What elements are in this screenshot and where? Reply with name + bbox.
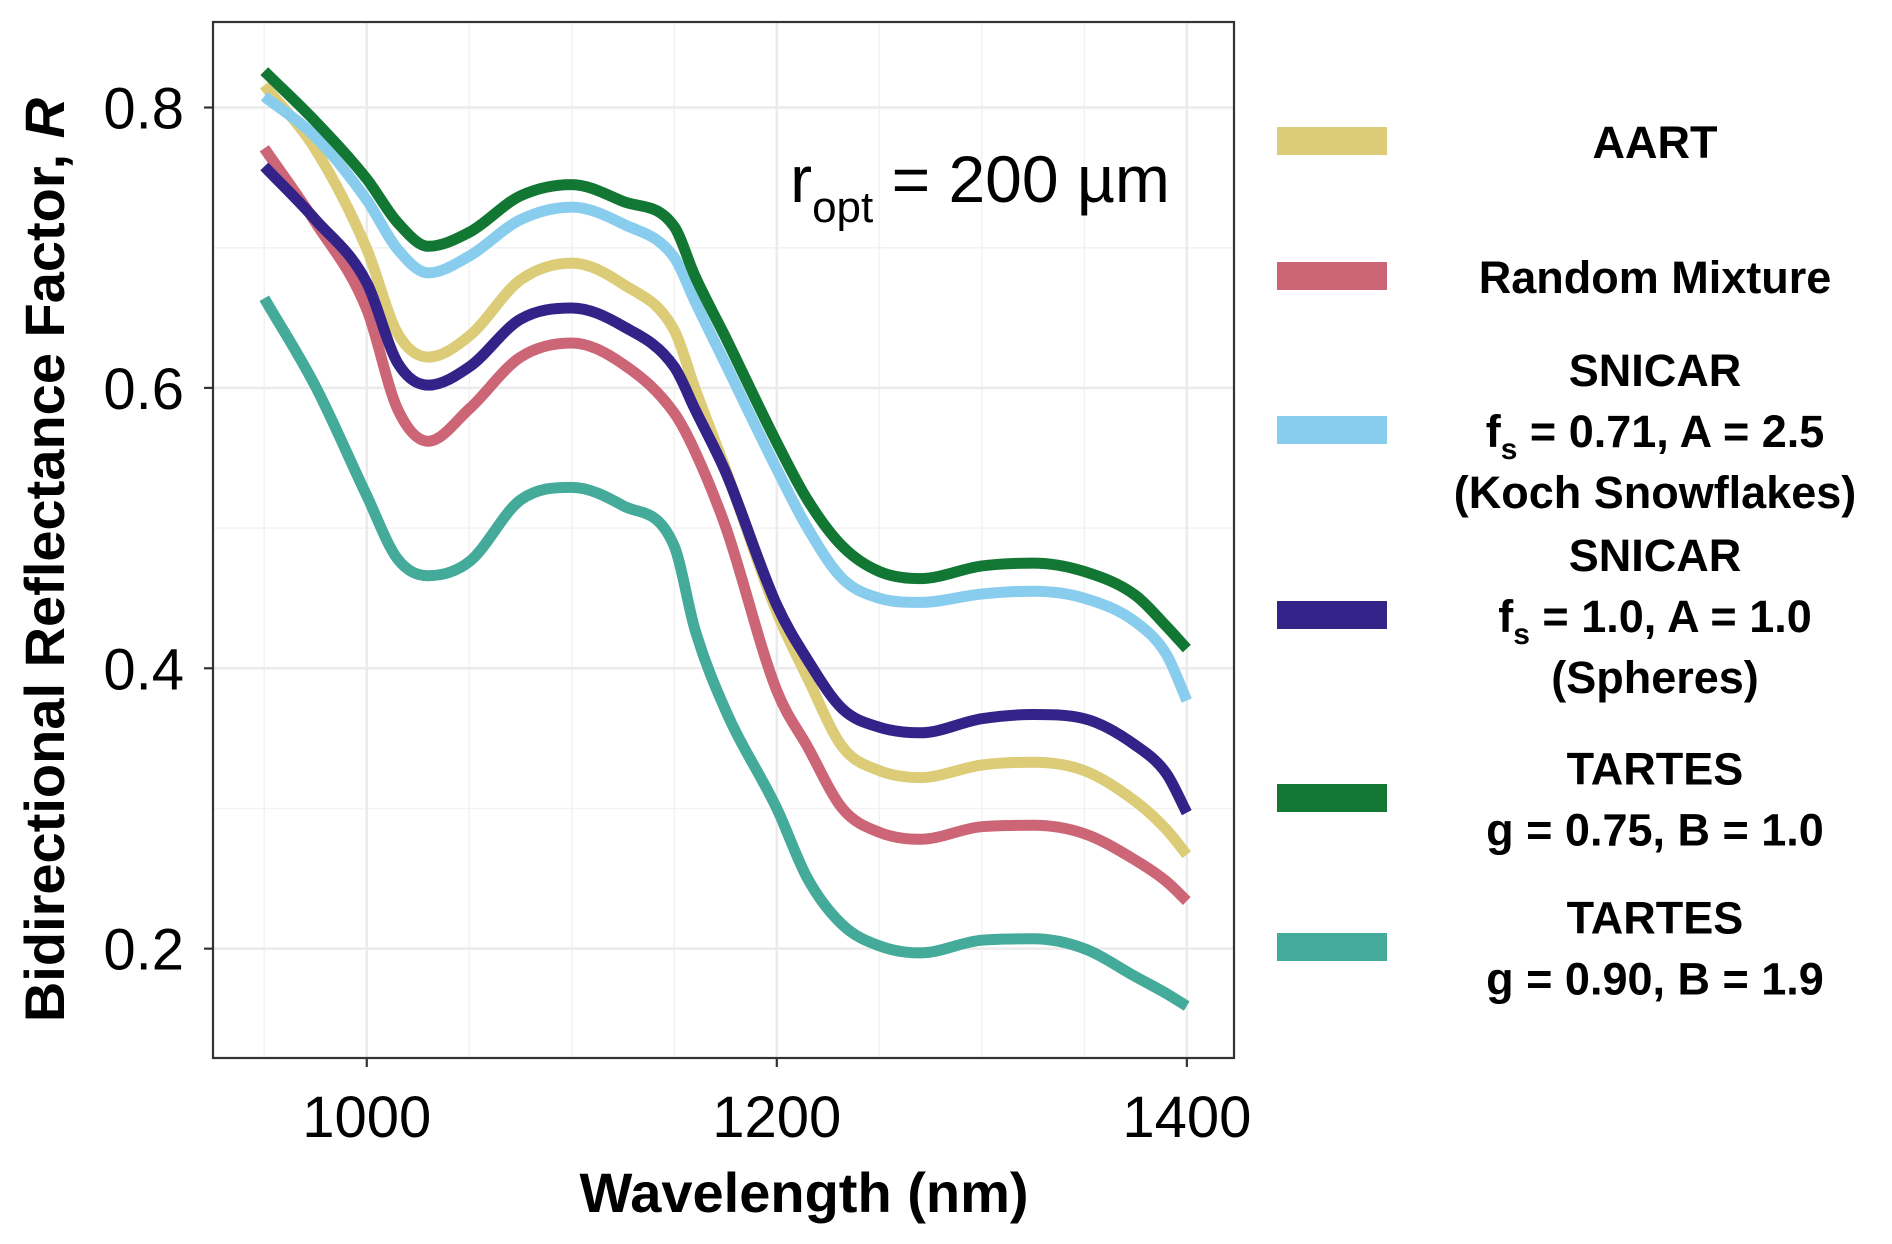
legend-key	[1277, 262, 1387, 290]
legend-label-text: (Spheres)	[1551, 652, 1759, 703]
y-axis-title-symbol: R	[13, 97, 76, 138]
legend-label-text: AART	[1593, 117, 1718, 168]
legend-label-rest: = 0.71, A = 2.5	[1517, 406, 1824, 457]
series-line-tartes-g-0-75-b-1-0	[260, 67, 1191, 653]
legend-key	[1277, 933, 1387, 961]
x-tick-label: 1200	[712, 1085, 841, 1150]
legend-label-line: (Koch Snowflakes)	[1454, 467, 1857, 518]
legend-label-line: SNICAR	[1569, 530, 1742, 581]
legend-label-line: (Spheres)	[1551, 652, 1759, 703]
x-axis-title: Wavelength (nm)	[579, 1161, 1028, 1224]
legend-label-subscript: s	[1501, 433, 1518, 466]
legend-label-line: fs = 1.0, A = 1.0	[1498, 591, 1812, 651]
legend-item-aart: AART	[1277, 117, 1717, 168]
y-axis-ticks: 0.2 0.4 0.6 0.8	[103, 77, 213, 983]
legend-key	[1277, 784, 1387, 812]
legend-label-line: g = 0.75, B = 1.0	[1486, 805, 1824, 856]
y-tick-label: 0.8	[103, 77, 184, 142]
legend-label-line: SNICAR	[1569, 345, 1742, 396]
legend-label-line: g = 0.90, B = 1.9	[1486, 954, 1824, 1005]
y-tick-label: 0.4	[103, 637, 184, 702]
series-line-tartes-g-0-90-b-1-9	[259, 295, 1190, 1011]
legend-label-subscript: s	[1513, 618, 1530, 651]
legend-item-tartes-g-0-75-b-1-0: TARTES g = 0.75, B = 1.0	[1277, 744, 1824, 856]
legend-label-line: Random Mixture	[1479, 252, 1832, 303]
x-tick-label: 1400	[1122, 1085, 1251, 1150]
ropt-annotation-subscript: opt	[812, 183, 873, 232]
legend-item-random-mixture: Random Mixture	[1277, 252, 1831, 303]
y-axis-title-text: Bidirectional Reflectance Factor,	[13, 138, 76, 1022]
annotation-group: ropt = 200 µm	[790, 142, 1170, 232]
legend-label-text: Random Mixture	[1479, 252, 1832, 303]
ropt-annotation-main: r	[790, 142, 812, 216]
ropt-annotation: ropt = 200 µm	[790, 142, 1170, 232]
legend-label-line: TARTES	[1567, 744, 1744, 795]
ropt-annotation-rest: = 200 µm	[873, 142, 1170, 216]
series-line-random-mixture	[259, 145, 1191, 905]
legend-label-text: TARTES	[1567, 744, 1744, 795]
legend-label-line: AART	[1593, 117, 1718, 168]
legend-label-text: SNICAR	[1569, 530, 1742, 581]
legend-label-text: (Koch Snowflakes)	[1454, 467, 1857, 518]
legend-label-text: TARTES	[1567, 893, 1744, 944]
legend-label-text: f	[1498, 591, 1514, 642]
series-lines	[259, 67, 1192, 1011]
legend-item-tartes-g-0-90-b-1-9: TARTES g = 0.90, B = 1.9	[1277, 893, 1824, 1005]
legend-label-line: TARTES	[1567, 893, 1744, 944]
plot-panel-border	[211, 20, 1236, 1060]
legend-label-text: g = 0.75, B = 1.0	[1486, 805, 1824, 856]
x-tick-label: 1000	[302, 1085, 431, 1150]
y-tick-label: 0.2	[103, 918, 184, 983]
series-line-snicar-fs-1-0-a-1-0-spheres	[260, 162, 1192, 816]
legend-label-rest: = 1.0, A = 1.0	[1530, 591, 1812, 642]
x-axis-ticks: 1000 1200 1400	[302, 1058, 1251, 1150]
series-line-snicar-fs-0-71-a-2-5-koch-snowflakes	[260, 91, 1192, 703]
legend-key	[1277, 127, 1387, 155]
legend-label-text: f	[1486, 406, 1502, 457]
legend-key	[1277, 416, 1387, 444]
legend-label-text: g = 0.90, B = 1.9	[1486, 954, 1824, 1005]
legend-label-line: fs = 0.71, A = 2.5	[1486, 406, 1825, 466]
y-axis-title: Bidirectional Reflectance Factor, R	[13, 97, 76, 1022]
legend-key	[1277, 601, 1387, 629]
y-tick-label: 0.6	[103, 357, 184, 422]
legend-label-text: SNICAR	[1569, 345, 1742, 396]
